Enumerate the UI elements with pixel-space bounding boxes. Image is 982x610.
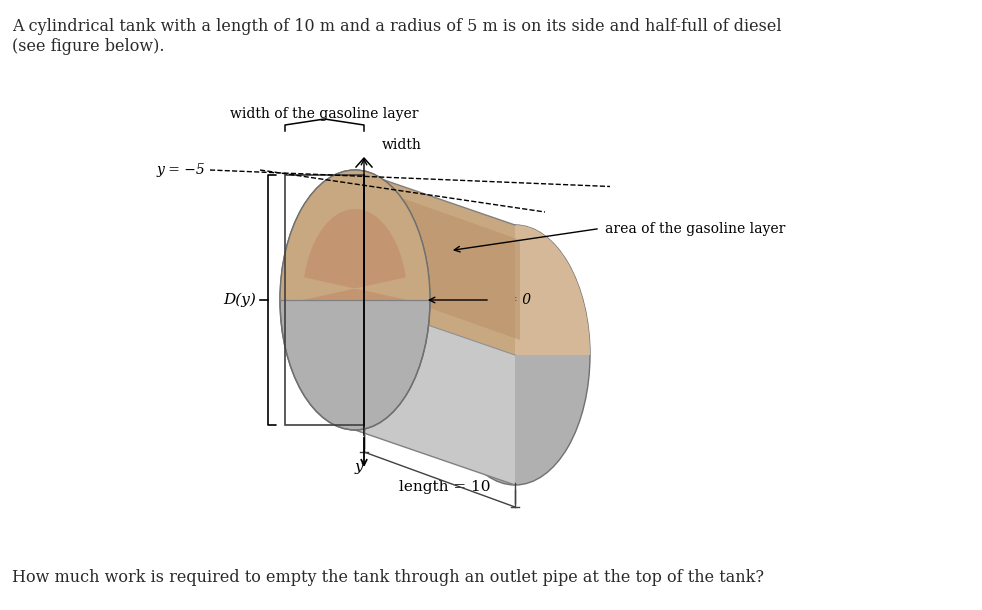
Text: width of the gasoline layer: width of the gasoline layer [230,107,418,121]
Text: A cylindrical tank with a length of 10 m and a radius of 5 m is on its side and : A cylindrical tank with a length of 10 m… [12,18,782,55]
Text: y: y [356,263,364,277]
Text: D(y): D(y) [223,293,256,307]
Polygon shape [365,185,520,340]
Ellipse shape [440,225,590,485]
Polygon shape [440,225,590,355]
Text: area of the gasoline layer: area of the gasoline layer [605,221,786,235]
Text: y = 0: y = 0 [495,293,532,307]
Polygon shape [302,209,408,300]
Polygon shape [280,170,430,300]
Text: y = −5: y = −5 [156,163,205,177]
Polygon shape [355,170,515,355]
Text: width: width [382,138,422,152]
Text: y: y [355,460,363,474]
Text: length = 10: length = 10 [399,481,490,495]
Ellipse shape [280,170,430,430]
Polygon shape [355,170,515,485]
Text: How much work is required to empty the tank through an outlet pipe at the top of: How much work is required to empty the t… [12,569,764,586]
